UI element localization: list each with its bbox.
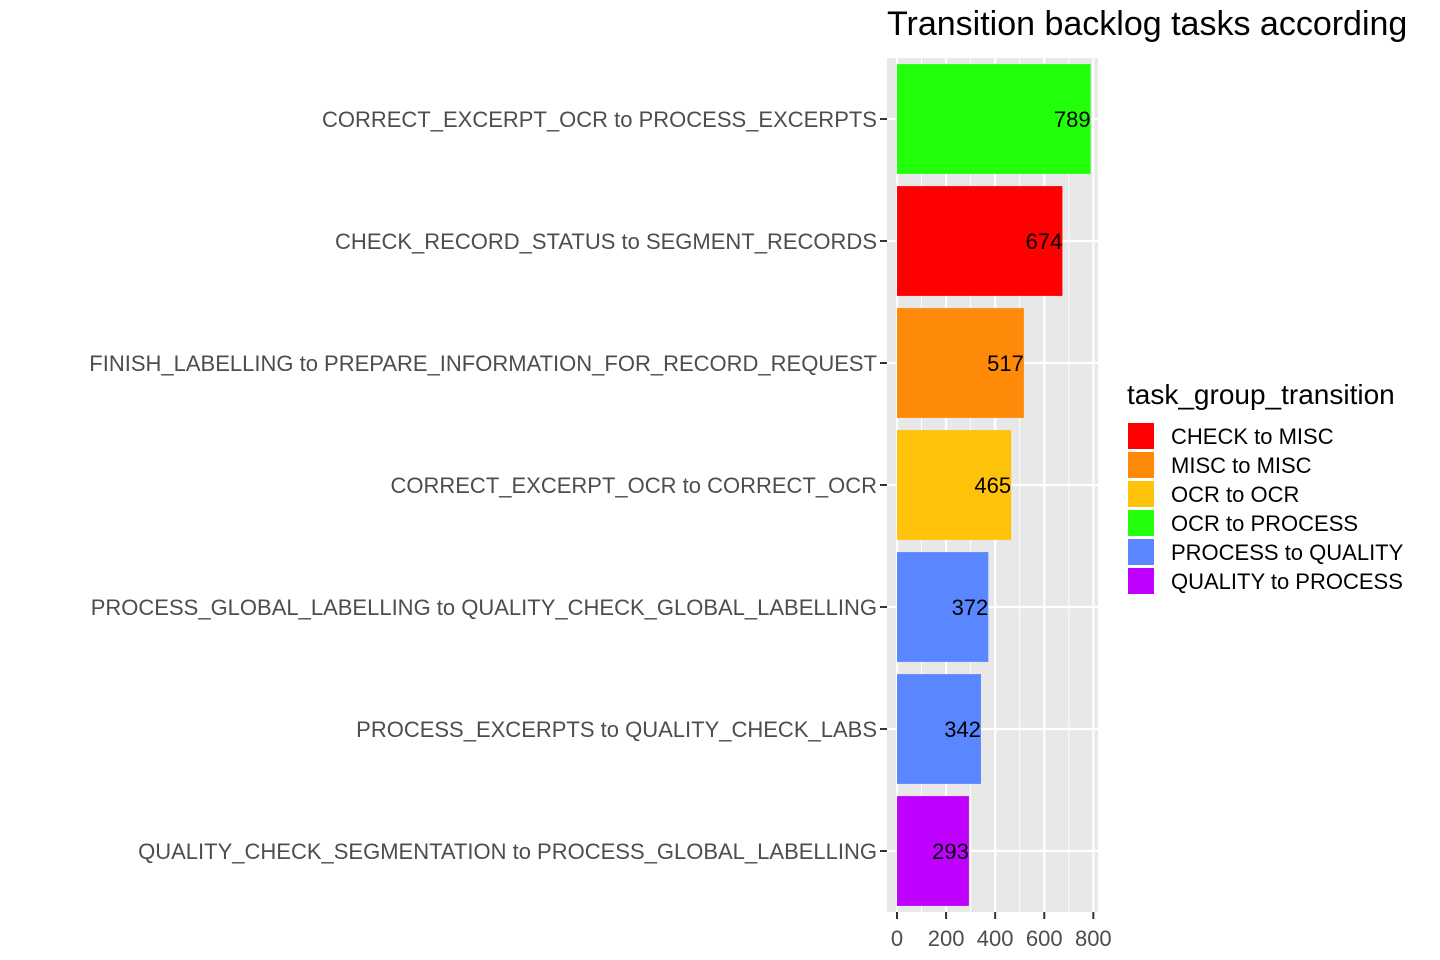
legend-key — [1128, 539, 1154, 565]
legend-title: task_group_transition — [1127, 379, 1395, 410]
bar — [897, 308, 1024, 418]
category-label: PROCESS_EXCERPTS to QUALITY_CHECK_LABS — [356, 717, 877, 742]
bar — [897, 186, 1063, 296]
legend-label: QUALITY to PROCESS — [1171, 569, 1403, 594]
x-tick-label: 800 — [1075, 926, 1112, 951]
legend-label: OCR to OCR — [1171, 482, 1299, 507]
bars — [897, 64, 1091, 906]
category-label: QUALITY_CHECK_SEGMENTATION to PROCESS_GL… — [138, 839, 877, 864]
legend-key — [1128, 423, 1154, 449]
bar — [897, 430, 1012, 540]
value-label: 517 — [987, 351, 1024, 376]
category-label: FINISH_LABELLING to PREPARE_INFORMATION_… — [89, 351, 877, 376]
value-label: 789 — [1054, 107, 1091, 132]
x-tick-label: 400 — [977, 926, 1014, 951]
legend-label: PROCESS to QUALITY — [1171, 540, 1404, 565]
x-tick-label: 600 — [1026, 926, 1063, 951]
legend-key — [1128, 452, 1154, 478]
bar — [897, 64, 1091, 174]
category-label: CHECK_RECORD_STATUS to SEGMENT_RECORDS — [335, 229, 877, 254]
category-label: CORRECT_EXCERPT_OCR to PROCESS_EXCERPTS — [322, 107, 877, 132]
legend-key — [1128, 481, 1154, 507]
category-labels: CORRECT_EXCERPT_OCR to PROCESS_EXCERPTS C… — [89, 107, 887, 864]
value-label: 674 — [1026, 229, 1063, 254]
value-label: 342 — [944, 717, 981, 742]
legend-label: CHECK to MISC — [1171, 424, 1334, 449]
value-label: 465 — [974, 473, 1011, 498]
category-label: CORRECT_EXCERPT_OCR to CORRECT_OCR — [390, 473, 877, 498]
bar — [897, 674, 981, 784]
legend: task_group_transition CHECK to MISC MISC … — [1127, 379, 1404, 594]
legend-label: MISC to MISC — [1171, 453, 1312, 478]
chart-title: Transition backlog tasks according — [887, 5, 1407, 43]
bar — [897, 552, 989, 662]
x-axis-ticks: 0 200 400 600 800 — [891, 912, 1112, 951]
legend-key — [1128, 510, 1154, 536]
value-label: 372 — [952, 595, 989, 620]
value-label: 293 — [932, 839, 969, 864]
legend-label: OCR to PROCESS — [1171, 511, 1358, 536]
legend-key — [1128, 568, 1154, 594]
x-tick-label: 200 — [928, 926, 965, 951]
bar — [897, 796, 969, 906]
x-tick-label: 0 — [891, 926, 903, 951]
value-labels: 789 674 517 465 372 342 293 — [932, 107, 1090, 864]
category-label: PROCESS_GLOBAL_LABELLING to QUALITY_CHEC… — [91, 595, 877, 620]
